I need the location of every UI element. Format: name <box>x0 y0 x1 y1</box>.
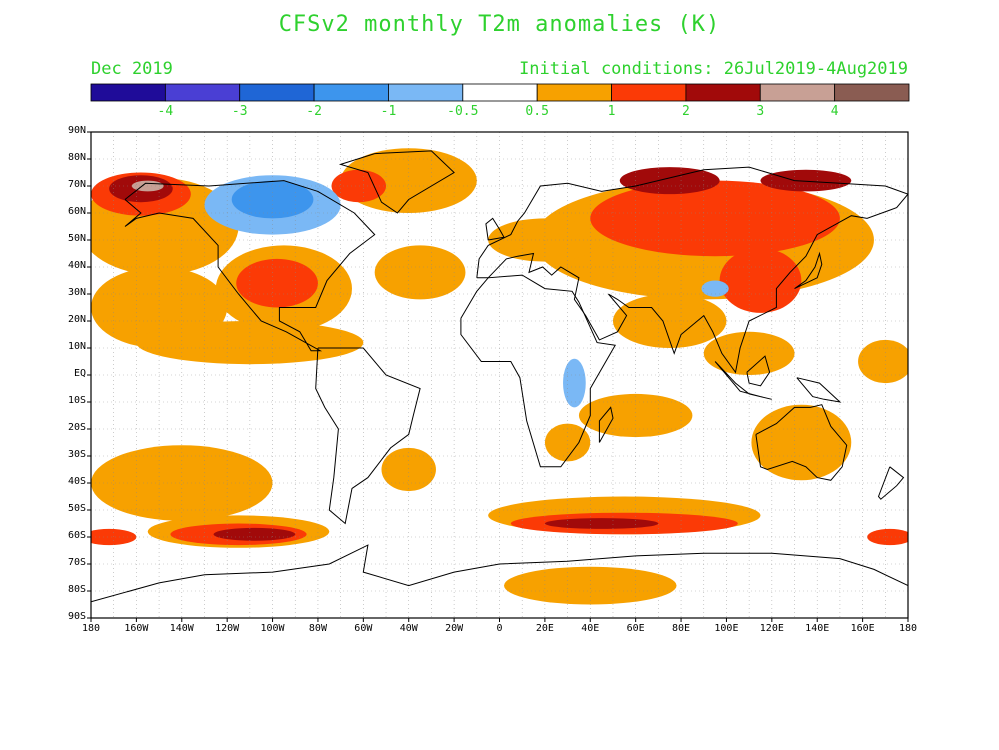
lat-tick-label: 20S <box>67 422 86 433</box>
coastline-japan <box>794 251 823 290</box>
lon-tick-label: 160W <box>124 623 149 634</box>
colorbar-swatch <box>536 83 612 102</box>
lon-tick-label: 20E <box>535 623 554 634</box>
forecast-month: Dec 2019 <box>91 59 173 79</box>
lon-tick-label: 140W <box>169 623 194 634</box>
warm-southern-ocean-east <box>867 528 908 546</box>
initial-conditions: Initial conditions: 26Jul2019-4Aug2019 <box>519 59 908 79</box>
lon-tick-label: 80W <box>308 623 327 634</box>
lat-tick-label: EQ <box>73 368 86 379</box>
coastline-africa <box>460 274 616 468</box>
colorbar-tick-label: 2 <box>681 104 690 119</box>
colorbar-swatch <box>685 83 761 102</box>
anomaly-map <box>87 131 909 622</box>
lat-tick-label: 40N <box>67 260 86 271</box>
colorbar-swatch <box>90 83 166 102</box>
lat-tick-label: 40S <box>67 476 86 487</box>
lat-tick-label: 30N <box>67 287 86 298</box>
warm-siberia <box>590 180 840 257</box>
colorbar-tick-label: -0.5 <box>447 104 479 119</box>
warm-east-asia <box>719 248 802 313</box>
colorbar-tick-label: -3 <box>231 104 248 119</box>
lat-tick-label: 60N <box>67 206 86 217</box>
colorbar-tick-label: -4 <box>157 104 174 119</box>
lat-tick-label: 80S <box>67 584 86 595</box>
colorbar-labels: -4 -3 -2 -1 -0.5 0.5 1 2 3 4 <box>0 104 999 124</box>
lat-tick-label: 90N <box>67 125 86 136</box>
lat-tick-label: 30S <box>67 449 86 460</box>
colorbar-tick-label: -1 <box>380 104 397 119</box>
colorbar-tick-label: -2 <box>306 104 322 119</box>
coastline-uk <box>485 217 505 241</box>
colorbar-swatch <box>313 83 389 102</box>
lat-tick-label: 50N <box>67 233 86 244</box>
lat-tick-label: 70N <box>67 179 86 190</box>
warm-southern-ocean-pacific-3 <box>213 527 296 541</box>
lat-tick-label: 70S <box>67 557 86 568</box>
lon-tick-label: 60E <box>626 623 645 634</box>
coastline-indonesia <box>714 361 772 400</box>
colorbar-tick-label: 4 <box>830 104 839 119</box>
coastline-antarctica <box>91 544 908 603</box>
colorbar-swatch <box>759 83 836 102</box>
lon-tick-label: 100W <box>260 623 285 634</box>
lat-tick-label: 20N <box>67 314 86 325</box>
warm-west-pacific-tropics <box>858 339 908 384</box>
colorbar-tick-label: 3 <box>756 104 765 119</box>
lon-tick-label: 140E <box>805 623 830 634</box>
colorbar-swatch <box>239 83 315 102</box>
lat-tick-label: 80N <box>67 152 86 163</box>
lat-tick-label: 10N <box>67 341 86 352</box>
warm-greenland <box>331 169 387 203</box>
lon-tick-label: 180 <box>81 623 101 634</box>
lon-tick-label: 120W <box>215 623 240 634</box>
warm-east-siberia-core <box>760 169 852 192</box>
warm-indian-ocean <box>578 393 693 438</box>
coastline-south-america <box>315 347 421 525</box>
lon-tick-label: 100E <box>714 623 739 634</box>
lon-tick-label: 120E <box>759 623 784 634</box>
lon-tick-label: 80E <box>672 623 691 634</box>
lat-tick-label: 50S <box>67 503 86 514</box>
chart-title: CFSv2 monthly T2m anomalies (K) <box>278 12 721 37</box>
warm-us <box>236 258 318 308</box>
lat-tick-label: 90S <box>67 611 86 622</box>
warm-southern-ocean-indian-3 <box>544 518 659 529</box>
coastline-australia <box>755 404 848 481</box>
colorbar-swatch <box>164 83 241 102</box>
lon-tick-label: 60W <box>354 623 373 634</box>
coastline-madagascar <box>598 406 614 443</box>
coastline-new-zealand <box>877 466 905 500</box>
lon-tick-label: 40E <box>581 623 600 634</box>
lon-tick-label: 160E <box>850 623 875 634</box>
colorbar-tick-label: 1 <box>607 104 616 119</box>
colorbar <box>90 83 910 102</box>
colorbar-swatch <box>462 83 538 102</box>
warm-tropical-east-pacific <box>136 321 364 365</box>
warm-southern-africa <box>544 423 591 462</box>
coastline-greenland <box>338 150 455 214</box>
coastline-borneo <box>746 355 771 387</box>
lon-tick-label: 20W <box>445 623 464 634</box>
cool-tibet <box>701 280 729 297</box>
colorbar-swatch <box>834 83 910 102</box>
colorbar-swatch <box>611 83 687 102</box>
warm-southern-ocean-west <box>91 528 137 546</box>
coastline-eurasia <box>476 166 908 374</box>
lat-tick-label: 60S <box>67 530 86 541</box>
cool-canada-core <box>231 180 314 219</box>
coastline-new-guinea <box>796 377 842 403</box>
warm-antarctica <box>504 566 677 605</box>
warm-north-atlantic <box>374 245 466 300</box>
coastline-north-america <box>124 180 376 352</box>
lon-tick-label: 180 <box>898 623 918 634</box>
lon-tick-label: 0 <box>496 623 503 634</box>
colorbar-swatch <box>388 83 464 102</box>
lon-tick-label: 40W <box>399 623 418 634</box>
cool-east-africa <box>563 358 586 408</box>
colorbar-tick-label: 0.5 <box>525 104 549 119</box>
lat-tick-label: 10S <box>67 395 86 406</box>
warm-south-america-east <box>381 447 436 492</box>
warm-siberia-core <box>619 167 720 195</box>
